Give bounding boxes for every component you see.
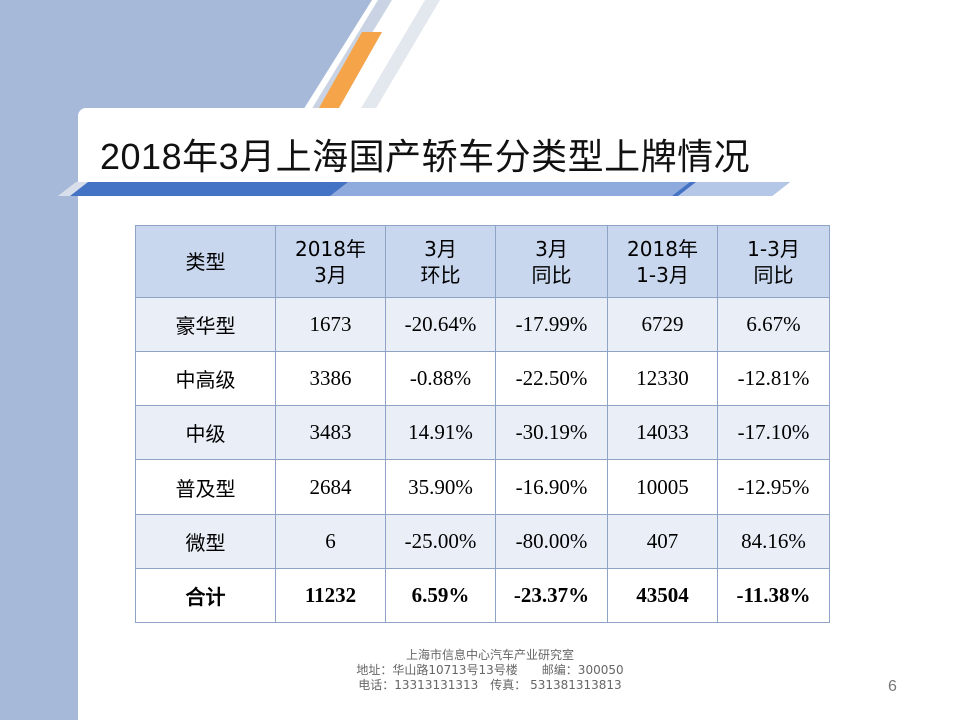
header-2018-jan-mar: 2018年 1-3月	[607, 225, 718, 298]
header-march-yoy: 3月 同比	[495, 225, 608, 298]
cell-value: -12.95%	[717, 459, 830, 515]
cell-value: 6.67%	[717, 296, 830, 353]
registration-table: 类型 2018年 3月 3月 环比 3月 同比 2018年 1-3月 1-3月 同比 豪华…	[135, 225, 830, 624]
cell-value: 12330	[607, 351, 718, 407]
page-title: 2018年3月上海国产轿车分类型上牌情况	[100, 136, 751, 177]
cell-type: 普及型	[135, 459, 276, 515]
cell-type: 合计	[135, 567, 276, 624]
top-decor-stripes	[0, 0, 440, 115]
cell-value: 84.16%	[717, 513, 830, 569]
cell-value: 14.91%	[385, 405, 496, 461]
cell-type: 中级	[135, 405, 276, 461]
cell-value: 6.59%	[385, 567, 496, 624]
cell-value: 35.90%	[385, 459, 496, 515]
table-row: 微型 6 -25.00% -80.00% 407 84.16%	[135, 513, 830, 569]
cell-type: 豪华型	[135, 296, 276, 353]
table-header-row: 类型 2018年 3月 3月 环比 3月 同比 2018年 1-3月 1-3月 同比	[135, 225, 830, 298]
left-decor-panel	[0, 0, 78, 720]
cell-value: 10005	[607, 459, 718, 515]
cell-value: 6729	[607, 296, 718, 353]
cell-value: 14033	[607, 405, 718, 461]
table-row: 普及型 2684 35.90% -16.90% 10005 -12.95%	[135, 459, 830, 515]
cell-value: -25.00%	[385, 513, 496, 569]
footer-address: 地址：华山路10713号13号楼 邮编：300050	[356, 663, 624, 677]
page-number: 6	[888, 678, 897, 695]
cell-value: -12.81%	[717, 351, 830, 407]
cell-value: -23.37%	[495, 567, 608, 624]
cell-value: -11.38%	[717, 567, 830, 624]
cell-value: 11232	[275, 567, 386, 624]
footer-contact: 上海市信息中心汽车产业研究室 地址：华山路10713号13号楼 邮编：30005…	[300, 648, 680, 693]
cell-value: 1673	[275, 296, 386, 353]
cell-value: 3386	[275, 351, 386, 407]
cell-value: -16.90%	[495, 459, 608, 515]
header-jan-mar-yoy: 1-3月 同比	[717, 225, 830, 298]
cell-value: 2684	[275, 459, 386, 515]
cell-value: -17.99%	[495, 296, 608, 353]
cell-value: -20.64%	[385, 296, 496, 353]
table-row: 豪华型 1673 -20.64% -17.99% 6729 6.67%	[135, 296, 830, 353]
cell-value: 6	[275, 513, 386, 569]
footer-org: 上海市信息中心汽车产业研究室	[405, 648, 574, 662]
cell-value: -22.50%	[495, 351, 608, 407]
title-underline-bar	[58, 182, 790, 196]
header-2018-march: 2018年 3月	[275, 225, 386, 298]
table-row: 中级 3483 14.91% -30.19% 14033 -17.10%	[135, 405, 830, 461]
cell-value: -80.00%	[495, 513, 608, 569]
header-type: 类型	[135, 225, 276, 298]
cell-type: 中高级	[135, 351, 276, 407]
cell-value: 407	[607, 513, 718, 569]
table-total-row: 合计 11232 6.59% -23.37% 43504 -11.38%	[135, 567, 830, 624]
cell-value: -0.88%	[385, 351, 496, 407]
footer-phone: 电话：13313131313 传真： 531381313813	[358, 678, 622, 692]
table-row: 中高级 3386 -0.88% -22.50% 12330 -12.81%	[135, 351, 830, 407]
cell-value: -30.19%	[495, 405, 608, 461]
cell-value: 43504	[607, 567, 718, 624]
header-march-mom: 3月 环比	[385, 225, 496, 298]
cell-type: 微型	[135, 513, 276, 569]
cell-value: 3483	[275, 405, 386, 461]
cell-value: -17.10%	[717, 405, 830, 461]
